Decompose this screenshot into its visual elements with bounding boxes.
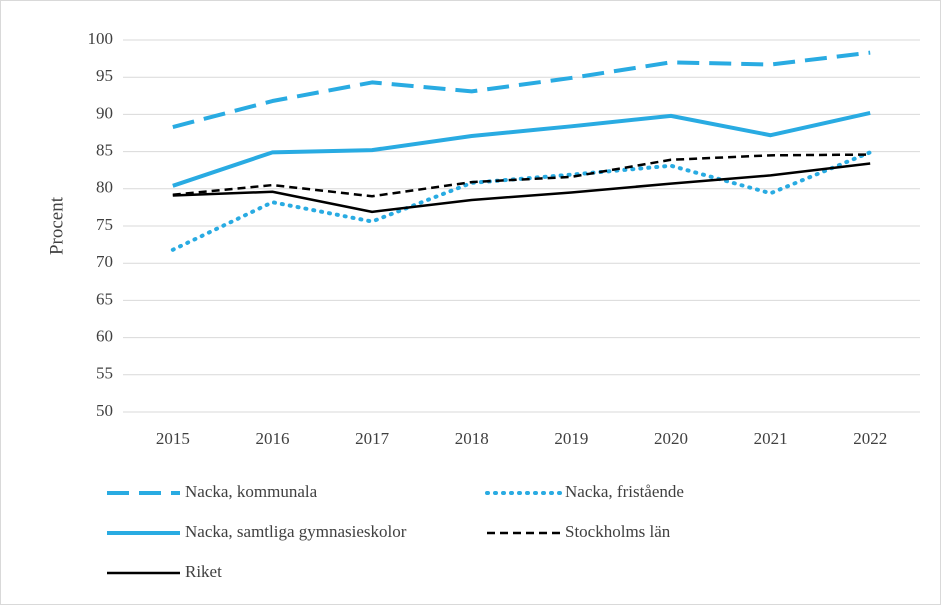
y-tick-label: 70 xyxy=(96,252,113,271)
y-tick-label: 50 xyxy=(96,401,113,420)
x-tick-label: 2019 xyxy=(554,429,588,448)
y-tick-label: 90 xyxy=(96,103,113,122)
legend-label: Stockholms län xyxy=(565,522,671,541)
y-tick-label: 65 xyxy=(96,289,113,308)
series-line xyxy=(172,50,871,129)
x-tick-label: 2018 xyxy=(455,429,489,448)
legend-label: Nacka, kommunala xyxy=(185,482,318,501)
y-tick-label: 100 xyxy=(88,29,114,48)
series-line xyxy=(172,162,871,214)
x-tick-label: 2022 xyxy=(853,429,887,448)
y-axis-label: Procent xyxy=(46,196,67,255)
x-tick-label: 2021 xyxy=(754,429,788,448)
x-tick-label: 2015 xyxy=(156,429,190,448)
series-line xyxy=(170,150,873,252)
y-tick-label: 60 xyxy=(96,327,113,346)
y-tick-label: 85 xyxy=(96,141,113,160)
x-tick-label: 2020 xyxy=(654,429,688,448)
x-tick-label: 2017 xyxy=(355,429,390,448)
y-tick-label: 75 xyxy=(96,215,113,234)
y-tick-label: 95 xyxy=(96,66,113,85)
y-tick-label: 80 xyxy=(96,178,113,197)
series-line xyxy=(172,110,871,188)
legend-label: Nacka, samtliga gymnasieskolor xyxy=(185,522,407,541)
y-tick-label: 55 xyxy=(96,364,113,383)
x-tick-label: 2016 xyxy=(255,429,289,448)
legend-label: Riket xyxy=(185,562,222,581)
legend-label: Nacka, fristående xyxy=(565,482,684,501)
